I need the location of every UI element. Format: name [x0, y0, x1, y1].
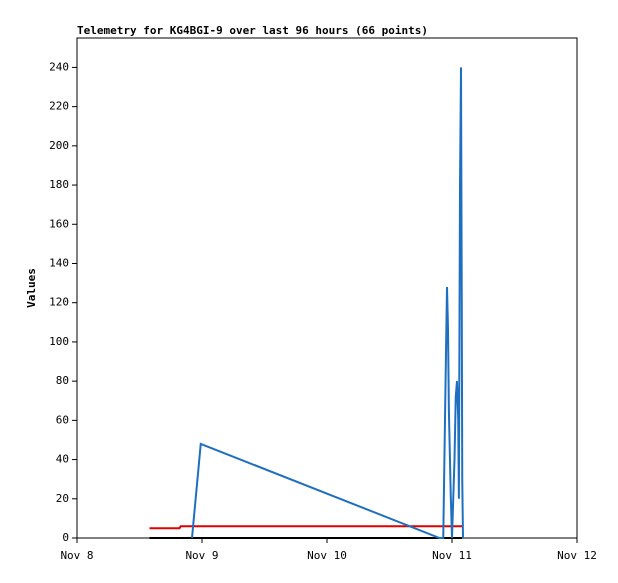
y-tick-label: 80 — [56, 374, 69, 387]
x-tick-label: Nov 11 — [432, 549, 472, 562]
y-tick-label: 100 — [49, 335, 69, 348]
x-tick-label: Nov 8 — [60, 549, 93, 562]
y-tick-label: 60 — [56, 413, 69, 426]
chart-title: Telemetry for KG4BGI-9 over last 96 hour… — [77, 24, 428, 37]
y-tick-label: 140 — [49, 256, 69, 269]
y-tick-label: 20 — [56, 492, 69, 505]
x-tick-label: Nov 9 — [185, 549, 218, 562]
plot-frame — [76, 37, 578, 539]
y-tick-label: 40 — [56, 453, 69, 466]
y-tick-label: 200 — [49, 139, 69, 152]
y-axis-label: Values — [25, 268, 38, 308]
y-tick-label: 160 — [49, 217, 69, 230]
y-tick-label: 220 — [49, 100, 69, 113]
y-tick-label: 240 — [49, 60, 69, 73]
y-tick-label: 0 — [62, 531, 69, 544]
x-tick-label: Nov 10 — [307, 549, 347, 562]
x-tick-label: Nov 12 — [557, 549, 597, 562]
series-line — [149, 525, 462, 530]
y-tick-label: 120 — [49, 296, 69, 309]
y-tick-label: 180 — [49, 178, 69, 191]
series-line — [191, 67, 464, 539]
